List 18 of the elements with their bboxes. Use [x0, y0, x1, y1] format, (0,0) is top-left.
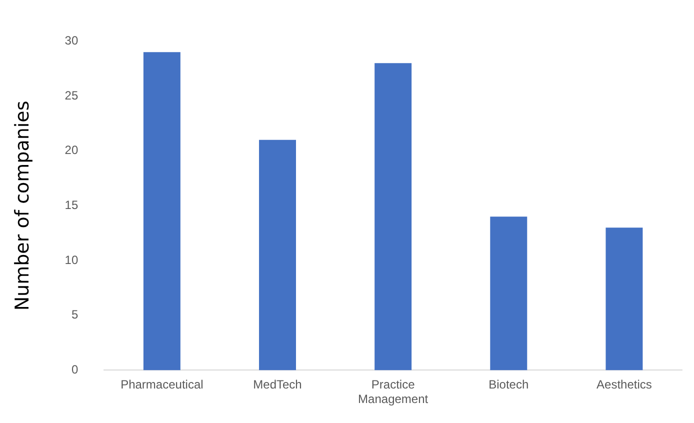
- bar: [490, 216, 528, 370]
- y-axis-title: Number of companies: [11, 100, 34, 311]
- y-tick-label: 25: [64, 88, 78, 102]
- x-tick-label: Aesthetics: [596, 378, 652, 392]
- bar: [374, 63, 412, 370]
- x-tick-label: Pharmaceutical: [120, 378, 204, 392]
- y-tick-label: 20: [64, 143, 78, 158]
- y-tick-label: 0: [71, 362, 78, 377]
- x-tick-label: MedTech: [253, 378, 302, 392]
- bar: [606, 228, 643, 370]
- y-tick-label: 30: [64, 34, 78, 48]
- x-tick-label: Biotech: [488, 378, 529, 392]
- x-tick-label: Practice Management: [358, 378, 429, 406]
- y-tick-label: 5: [71, 308, 78, 322]
- bar: [259, 140, 296, 370]
- y-tick-label: 10: [64, 252, 78, 267]
- y-tick-label: 15: [64, 198, 78, 212]
- bar: [143, 52, 180, 370]
